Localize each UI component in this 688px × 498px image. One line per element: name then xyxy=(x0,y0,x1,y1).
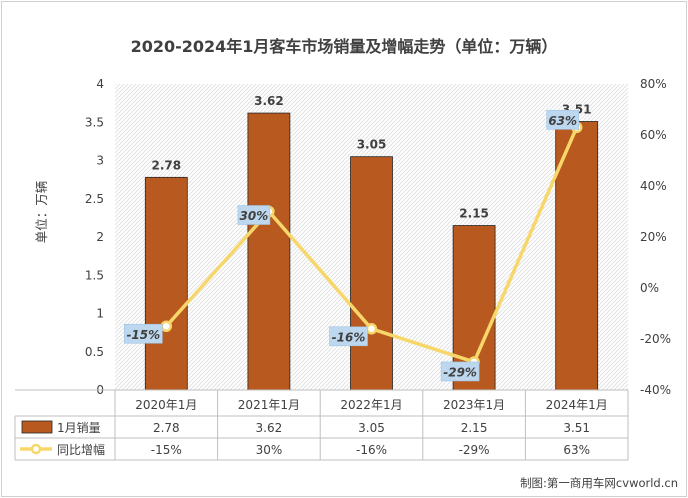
bar xyxy=(555,121,599,391)
y-tick-label: 0.5 xyxy=(85,345,104,359)
source-note: 制图:第一商用车网cvworld.cn xyxy=(520,476,678,490)
table-cell: 3.05 xyxy=(358,421,385,435)
bar-value-label: 2.15 xyxy=(459,207,489,221)
line-value-label: -15% xyxy=(126,328,160,342)
line-value-label: 30% xyxy=(240,209,269,223)
y-tick-label: 2.5 xyxy=(85,192,104,206)
y2-tick-label: 60% xyxy=(640,128,667,142)
legend-line-marker xyxy=(30,443,42,455)
y-tick-label: 3.5 xyxy=(85,115,104,129)
line-label-box xyxy=(237,205,271,225)
legend-bar-key xyxy=(21,420,53,434)
y2-tick-label: 40% xyxy=(640,179,667,193)
table-cell: -16% xyxy=(356,443,387,457)
x-tick-label: 2021年1月 xyxy=(238,398,300,412)
y2-tick-label: -40% xyxy=(640,383,671,397)
line-label-box xyxy=(124,323,163,344)
table-cell: 63% xyxy=(563,443,590,457)
line-label-box xyxy=(440,361,480,382)
x-tick-label: 2020年1月 xyxy=(135,398,197,412)
bar xyxy=(350,156,393,391)
x-tick-label: 2022年1月 xyxy=(340,398,402,412)
y-tick-label: 2 xyxy=(96,230,104,244)
y-tick-label: 3 xyxy=(96,154,104,168)
line-label-box xyxy=(329,326,368,347)
chart-title: 2020-2024年1月客车市场销量及增幅走势（单位：万辆） xyxy=(131,37,558,56)
x-tick-label: 2023年1月 xyxy=(443,398,505,412)
line-value-label: -29% xyxy=(443,365,477,379)
table-cell: 3.62 xyxy=(256,421,283,435)
y-axis-label: 单位：万辆 xyxy=(34,181,49,244)
table-cell: -29% xyxy=(459,443,490,457)
table-cell: -15% xyxy=(151,443,182,457)
line-label-box xyxy=(546,110,580,130)
y2-tick-label: 20% xyxy=(640,230,667,244)
line-value-label: 63% xyxy=(548,114,577,128)
bar-value-label: 3.05 xyxy=(357,138,387,152)
table-cell: 3.51 xyxy=(563,421,590,435)
y-tick-label: 1 xyxy=(96,307,104,321)
y2-tick-label: 0% xyxy=(640,281,659,295)
legend-line-label: 同比增幅 xyxy=(57,442,105,457)
bar xyxy=(247,112,291,391)
y2-tick-label: 80% xyxy=(640,77,667,91)
bar-value-label: 3.62 xyxy=(254,94,284,108)
y-tick-label: 1.5 xyxy=(85,268,104,282)
table-cell: 2.78 xyxy=(153,421,180,435)
bar xyxy=(144,176,188,391)
x-tick-label: 2024年1月 xyxy=(546,398,608,412)
bar-value-label: 2.78 xyxy=(151,158,181,172)
line-value-label: -16% xyxy=(332,330,366,344)
line-point xyxy=(160,320,173,332)
y2-tick-label: -20% xyxy=(640,332,671,346)
table-cell: 30% xyxy=(256,443,283,457)
y-tick-label: 4 xyxy=(96,77,104,91)
legend-bar-label: 1月销量 xyxy=(57,421,101,435)
line-point xyxy=(365,323,378,335)
table-cell: 2.15 xyxy=(461,421,488,435)
